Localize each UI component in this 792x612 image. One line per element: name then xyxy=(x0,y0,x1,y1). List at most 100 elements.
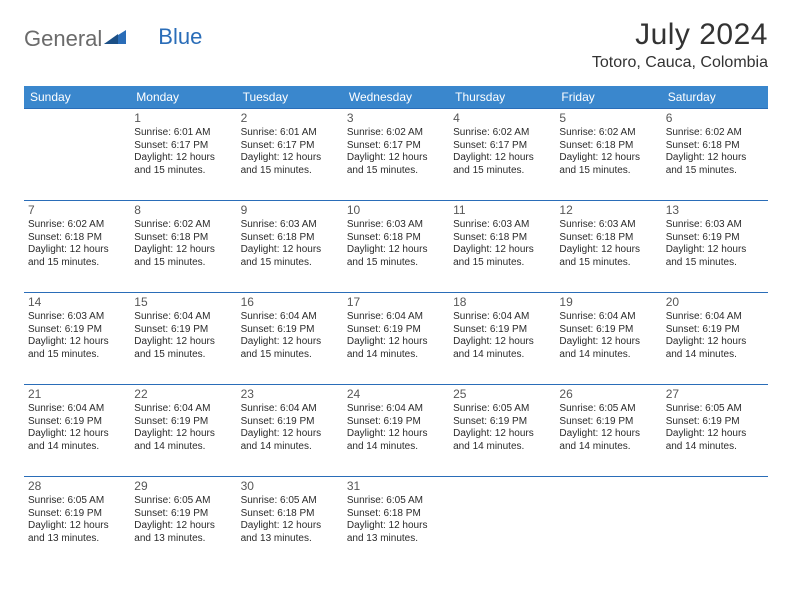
sun-info: Sunrise: 6:02 AMSunset: 6:18 PMDaylight:… xyxy=(134,219,232,269)
calendar-cell: 23 Sunrise: 6:04 AMSunset: 6:19 PMDayligh… xyxy=(237,385,343,477)
sunrise-text: Sunrise: 6:03 AM xyxy=(347,219,445,232)
sunrise-text: Sunrise: 6:04 AM xyxy=(134,403,232,416)
day-number: 31 xyxy=(347,479,445,493)
day-number: 5 xyxy=(559,111,657,125)
sunset-text: Sunset: 6:17 PM xyxy=(347,140,445,153)
day-number: 18 xyxy=(453,295,551,309)
sunset-text: Sunset: 6:18 PM xyxy=(28,232,126,245)
sunset-text: Sunset: 6:17 PM xyxy=(453,140,551,153)
logo-triangle-icon xyxy=(104,26,128,52)
sun-info: Sunrise: 6:03 AMSunset: 6:19 PMDaylight:… xyxy=(28,311,126,361)
daylight-text: Daylight: 12 hours and 15 minutes. xyxy=(666,244,764,269)
day-number: 25 xyxy=(453,387,551,401)
sun-info: Sunrise: 6:04 AMSunset: 6:19 PMDaylight:… xyxy=(347,311,445,361)
calendar-cell: 7Sunrise: 6:02 AMSunset: 6:18 PMDaylight… xyxy=(24,201,130,293)
sunrise-text: Sunrise: 6:02 AM xyxy=(453,127,551,140)
daylight-text: Daylight: 12 hours and 14 minutes. xyxy=(666,336,764,361)
sun-info: Sunrise: 6:02 AMSunset: 6:17 PMDaylight:… xyxy=(347,127,445,177)
daylight-text: Daylight: 12 hours and 15 minutes. xyxy=(347,152,445,177)
sunset-text: Sunset: 6:17 PM xyxy=(134,140,232,153)
sunset-text: Sunset: 6:18 PM xyxy=(347,508,445,521)
sunrise-text: Sunrise: 6:04 AM xyxy=(347,403,445,416)
sun-info: Sunrise: 6:04 AMSunset: 6:19 PMDaylight:… xyxy=(134,311,232,361)
sun-info: Sunrise: 6:03 AMSunset: 6:18 PMDaylight:… xyxy=(241,219,339,269)
sunrise-text: Sunrise: 6:05 AM xyxy=(241,495,339,508)
calendar-cell xyxy=(662,477,768,569)
calendar-cell: 20Sunrise: 6:04 AMSunset: 6:19 PMDayligh… xyxy=(662,293,768,385)
dow-monday: Monday xyxy=(130,86,236,109)
sunset-text: Sunset: 6:18 PM xyxy=(134,232,232,245)
sunset-text: Sunset: 6:19 PM xyxy=(453,324,551,337)
day-number: 26 xyxy=(559,387,657,401)
daylight-text: Daylight: 12 hours and 15 minutes. xyxy=(453,152,551,177)
sun-info: Sunrise: 6:02 AMSunset: 6:18 PMDaylight:… xyxy=(559,127,657,177)
sunset-text: Sunset: 6:17 PM xyxy=(241,140,339,153)
sunset-text: Sunset: 6:19 PM xyxy=(453,416,551,429)
sunrise-text: Sunrise: 6:02 AM xyxy=(347,127,445,140)
sunset-text: Sunset: 6:18 PM xyxy=(241,508,339,521)
sunset-text: Sunset: 6:19 PM xyxy=(347,324,445,337)
sunset-text: Sunset: 6:19 PM xyxy=(28,508,126,521)
daylight-text: Daylight: 12 hours and 15 minutes. xyxy=(241,152,339,177)
calendar-cell: 17Sunrise: 6:04 AMSunset: 6:19 PMDayligh… xyxy=(343,293,449,385)
sun-info: Sunrise: 6:02 AMSunset: 6:17 PMDaylight:… xyxy=(453,127,551,177)
sunset-text: Sunset: 6:19 PM xyxy=(28,324,126,337)
daylight-text: Daylight: 12 hours and 15 minutes. xyxy=(134,152,232,177)
calendar-cell: 12Sunrise: 6:03 AMSunset: 6:18 PMDayligh… xyxy=(555,201,661,293)
calendar-cell xyxy=(449,477,555,569)
calendar-cell: 16 Sunrise: 6:04 AMSunset: 6:19 PMDayligh… xyxy=(237,293,343,385)
day-number: 16 xyxy=(241,295,339,309)
sunset-text: Sunset: 6:19 PM xyxy=(28,416,126,429)
calendar-cell: 31 Sunrise: 6:05 AMSunset: 6:18 PMDayligh… xyxy=(343,477,449,569)
day-number: 10 xyxy=(347,203,445,217)
calendar-week-row: 28Sunrise: 6:05 AMSunset: 6:19 PMDayligh… xyxy=(24,477,768,569)
calendar-cell: 27Sunrise: 6:05 AMSunset: 6:19 PMDayligh… xyxy=(662,385,768,477)
sun-info: Sunrise: 6:02 AMSunset: 6:18 PMDaylight:… xyxy=(28,219,126,269)
logo-text-2: Blue xyxy=(128,24,202,50)
sunrise-text: Sunrise: 6:05 AM xyxy=(666,403,764,416)
day-number: 14 xyxy=(28,295,126,309)
sunset-text: Sunset: 6:18 PM xyxy=(559,232,657,245)
calendar-cell: 21Sunrise: 6:04 AMSunset: 6:19 PMDayligh… xyxy=(24,385,130,477)
sunset-text: Sunset: 6:18 PM xyxy=(559,140,657,153)
sun-info: Sunrise: 6:04 AMSunset: 6:19 PMDaylight:… xyxy=(241,311,339,361)
daylight-text: Daylight: 12 hours and 14 minutes. xyxy=(453,336,551,361)
dow-friday: Friday xyxy=(555,86,661,109)
sun-info: Sunrise: 6:03 AMSunset: 6:18 PMDaylight:… xyxy=(559,219,657,269)
sunset-text: Sunset: 6:19 PM xyxy=(134,508,232,521)
daylight-text: Daylight: 12 hours and 15 minutes. xyxy=(241,244,339,269)
sunrise-text: Sunrise: 6:02 AM xyxy=(559,127,657,140)
sun-info: Sunrise: 6:01 AMSunset: 6:17 PMDaylight:… xyxy=(241,127,339,177)
daylight-text: Daylight: 12 hours and 14 minutes. xyxy=(453,428,551,453)
sun-info: Sunrise: 6:04 AMSunset: 6:19 PMDaylight:… xyxy=(241,403,339,453)
sunrise-text: Sunrise: 6:01 AM xyxy=(134,127,232,140)
daylight-text: Daylight: 12 hours and 14 minutes. xyxy=(666,428,764,453)
daylight-text: Daylight: 12 hours and 15 minutes. xyxy=(134,244,232,269)
sunset-text: Sunset: 6:19 PM xyxy=(559,416,657,429)
calendar-cell: 1Sunrise: 6:01 AMSunset: 6:17 PMDaylight… xyxy=(130,109,236,201)
calendar-cell: 15Sunrise: 6:04 AMSunset: 6:19 PMDayligh… xyxy=(130,293,236,385)
day-number: 20 xyxy=(666,295,764,309)
day-number: 27 xyxy=(666,387,764,401)
sunset-text: Sunset: 6:18 PM xyxy=(347,232,445,245)
sun-info: Sunrise: 6:01 AMSunset: 6:17 PMDaylight:… xyxy=(134,127,232,177)
sunrise-text: Sunrise: 6:04 AM xyxy=(347,311,445,324)
sun-info: Sunrise: 6:05 AMSunset: 6:18 PMDaylight:… xyxy=(347,495,445,545)
day-number: 23 xyxy=(241,387,339,401)
calendar-table: Sunday Monday Tuesday Wednesday Thursday… xyxy=(24,86,768,569)
calendar-week-row: 14 Sunrise: 6:03 AMSunset: 6:19 PMDayligh… xyxy=(24,293,768,385)
calendar-cell: 24Sunrise: 6:04 AMSunset: 6:19 PMDayligh… xyxy=(343,385,449,477)
calendar-cell: 5 Sunrise: 6:02 AMSunset: 6:18 PMDaylight… xyxy=(555,109,661,201)
day-number: 24 xyxy=(347,387,445,401)
sunset-text: Sunset: 6:19 PM xyxy=(666,324,764,337)
dow-sunday: Sunday xyxy=(24,86,130,109)
location-text: Totoro, Cauca, Colombia xyxy=(592,54,768,72)
sunrise-text: Sunrise: 6:05 AM xyxy=(28,495,126,508)
sunset-text: Sunset: 6:19 PM xyxy=(347,416,445,429)
daylight-text: Daylight: 12 hours and 13 minutes. xyxy=(241,520,339,545)
daylight-text: Daylight: 12 hours and 14 minutes. xyxy=(347,336,445,361)
sunset-text: Sunset: 6:19 PM xyxy=(559,324,657,337)
calendar-cell: 25Sunrise: 6:05 AMSunset: 6:19 PMDayligh… xyxy=(449,385,555,477)
calendar-week-row: 1Sunrise: 6:01 AMSunset: 6:17 PMDaylight… xyxy=(24,109,768,201)
sun-info: Sunrise: 6:05 AMSunset: 6:19 PMDaylight:… xyxy=(28,495,126,545)
